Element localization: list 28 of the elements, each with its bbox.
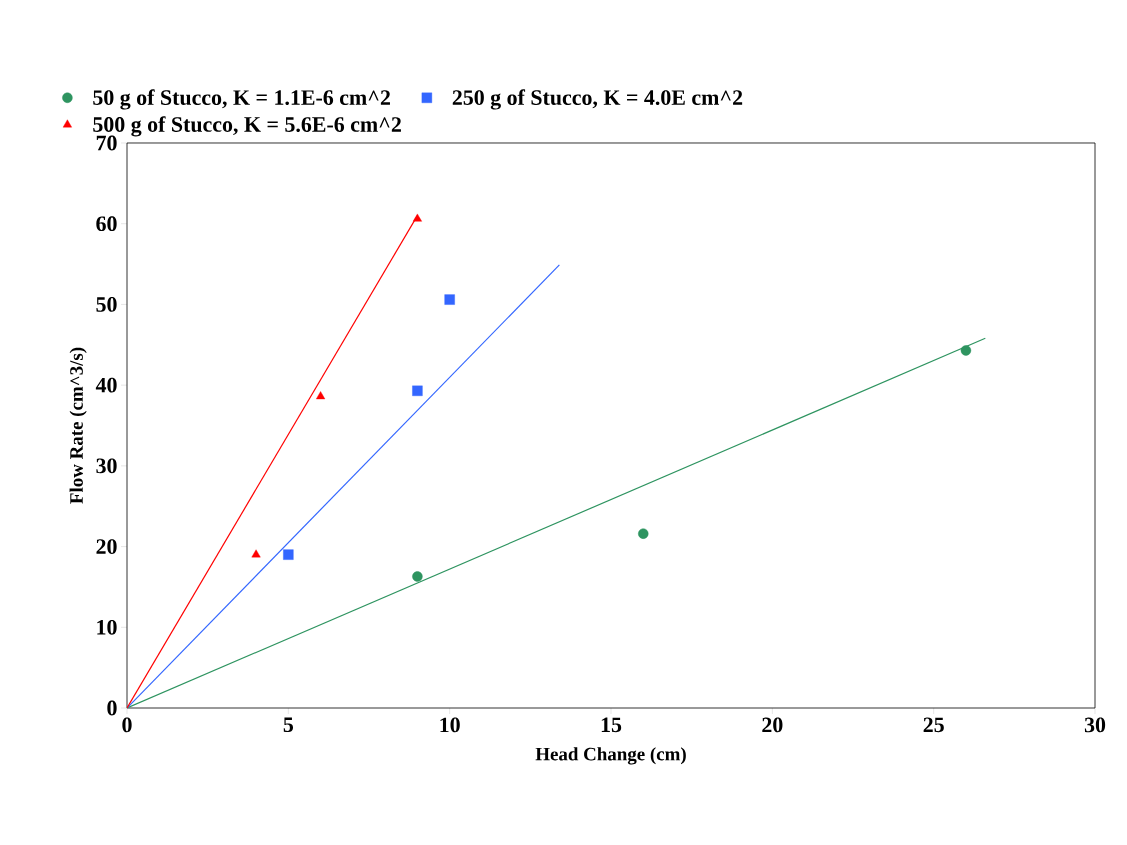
x-tick-label: 30 <box>1084 717 1106 733</box>
point <box>316 391 326 400</box>
point <box>412 571 423 582</box>
point <box>412 385 423 396</box>
point <box>412 213 422 222</box>
legend-label: 50 g of Stucco, K = 1.1E-6 cm^2 <box>93 89 390 110</box>
y-tick-label: 50 <box>96 297 117 312</box>
y-tick-label: 70 <box>96 135 117 151</box>
y-tick-label: 20 <box>96 539 117 554</box>
x-tick-label: 0 <box>122 717 132 733</box>
x-tick-label: 15 <box>601 717 622 733</box>
point <box>251 549 261 558</box>
x-tick-label: 20 <box>762 717 783 733</box>
x-tick-label: 5 <box>283 717 294 733</box>
x-tick-label: 10 <box>440 717 460 733</box>
x-tick-label: 25 <box>923 717 944 733</box>
y-tick-label: 10 <box>97 619 117 635</box>
x-axis-title: Head Change (cm) <box>535 747 686 765</box>
point <box>638 528 649 539</box>
y-axis-title: Flow Rate (cm^3/s) <box>69 347 87 504</box>
y-tick-label: 60 <box>96 216 117 232</box>
y-tick-label: 0 <box>107 700 117 716</box>
point <box>960 345 972 356</box>
point <box>283 549 294 560</box>
y-tick-label: 40 <box>95 377 117 393</box>
y-tick-label: 30 <box>96 458 117 474</box>
point <box>444 294 455 305</box>
legend-label: 250 g of Stucco, K = 4.0E cm^2 <box>452 89 743 110</box>
